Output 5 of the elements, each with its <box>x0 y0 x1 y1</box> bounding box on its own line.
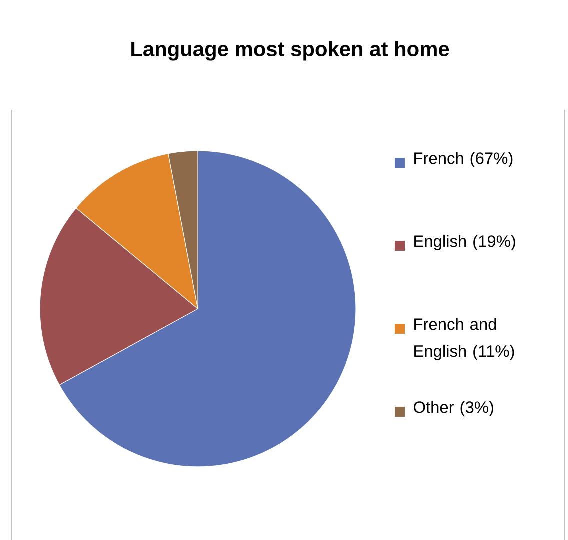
legend-label: English (19%) <box>414 235 516 251</box>
legend-label: French and English (11%) <box>414 318 514 360</box>
chart-title: Language most spoken at home <box>132 41 450 61</box>
legend-label: French (67%) <box>414 152 513 168</box>
legend-label: Other (3%) <box>414 401 494 417</box>
